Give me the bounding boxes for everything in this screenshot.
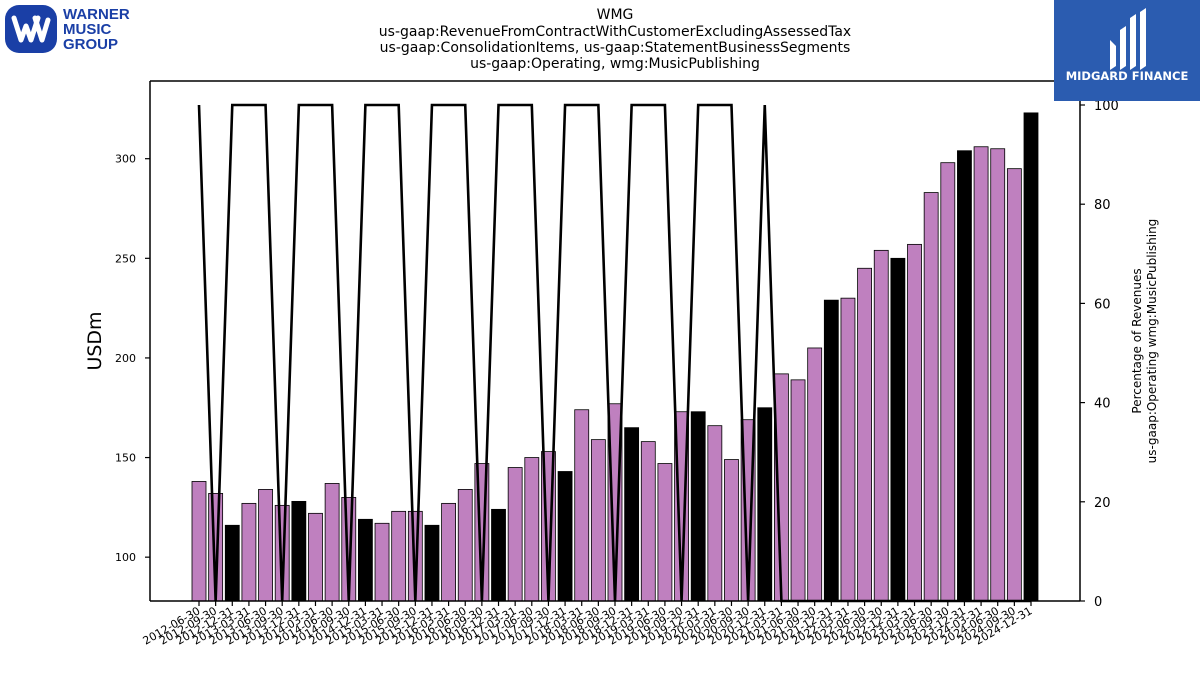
y-axis-label: USDm [84,311,106,370]
chart-title-line-4: us-gaap:Operating, wmg:MusicPublishing [470,56,760,72]
bar-2017-03-31 [507,467,523,602]
bar-2023-03-31 [907,243,922,602]
bar-2022-03-31 [840,297,856,602]
y-tick-label: 300 [115,153,136,166]
bar-2022-06-30 [857,267,872,602]
bar-2012-12-31 [224,524,240,602]
bars-group [191,112,1039,602]
wmg-logo-line-1: WARNER [63,5,130,23]
bar-2021-09-30 [807,347,823,602]
bar-2021-12-31 [823,299,839,602]
y-tick-label: 100 [115,551,136,564]
wmg-logo-line-2: MUSIC [63,20,112,38]
bar-2014-12-31 [357,518,373,602]
midgard-logo: MIDGARD FINANCE [1054,0,1200,101]
chart-title-line-2: us-gaap:RevenueFromContractWithCustomerE… [378,24,852,40]
bar-2019-12-31 [690,411,706,602]
bar-2020-12-31 [757,407,773,602]
bar-2019-06-30 [657,463,673,602]
bar-2023-09-30 [940,162,956,602]
y2-tick-label: 20 [1094,496,1111,511]
bar-2017-12-31 [557,471,573,602]
wmg-w-icon [11,15,51,43]
wmg-logo-mark [5,5,57,53]
y-tick-label: 150 [115,452,136,465]
bar-2024-06-30 [990,148,1006,602]
bar-2012-06-30 [191,481,207,602]
bar-2024-12-31 [1023,112,1039,602]
bar-2014-06-30 [324,483,340,602]
bar-2013-06-30 [258,489,273,602]
bar-2020-06-30 [724,459,739,602]
bar-2013-03-31 [241,502,257,602]
bar-2015-03-31 [374,522,390,602]
y-tick-label: 200 [115,352,136,365]
wmg-logo: WARNER MUSIC GROUP [5,5,130,53]
bar-2022-09-30 [873,249,889,602]
bar-2018-12-31 [624,427,640,602]
bar-2024-09-30 [1006,168,1022,602]
wmg-logo-line-3: GROUP [63,35,119,53]
axes-group: 1001502002503000204060801002012-06-30201… [84,80,1159,648]
bar-2016-03-31 [441,502,457,602]
bar-2021-06-30 [790,379,806,602]
y2-axis-label-line-2: us-gaap:Operating wmg:MusicPublishing [1145,219,1159,464]
bar-2014-03-31 [308,512,323,602]
bar-2020-03-31 [707,425,723,602]
bar-2017-06-30 [524,457,540,602]
bar-2023-12-31 [957,150,972,602]
y2-tick-label: 100 [1094,99,1119,114]
y2-axis-label-line-1: Percentage of Revenues [1130,268,1144,413]
y2-tick-label: 40 [1094,397,1111,412]
midgard-mark-icon [1110,8,1146,70]
bar-2022-12-31 [890,257,906,602]
bar-2023-06-30 [923,192,939,602]
midgard-logo-text: MIDGARD FINANCE [1065,69,1189,83]
bar-2018-03-31 [574,409,590,602]
bar-2015-06-30 [391,510,407,602]
bar-2013-12-31 [291,500,307,602]
bar-2015-12-31 [424,524,440,602]
bar-2018-06-30 [590,439,606,602]
bar-2016-06-30 [457,489,473,602]
chart-title-line-1: WMG [596,7,634,23]
chart-title-line-3: us-gaap:ConsolidationItems, us-gaap:Stat… [379,40,851,56]
bar-2024-03-31 [973,146,989,602]
y-tick-label: 250 [115,252,136,265]
y2-tick-label: 60 [1094,297,1111,312]
bar-2016-12-31 [491,508,506,602]
bar-2019-03-31 [640,441,656,602]
y2-tick-label: 80 [1094,198,1111,213]
y2-tick-label: 0 [1094,595,1102,610]
